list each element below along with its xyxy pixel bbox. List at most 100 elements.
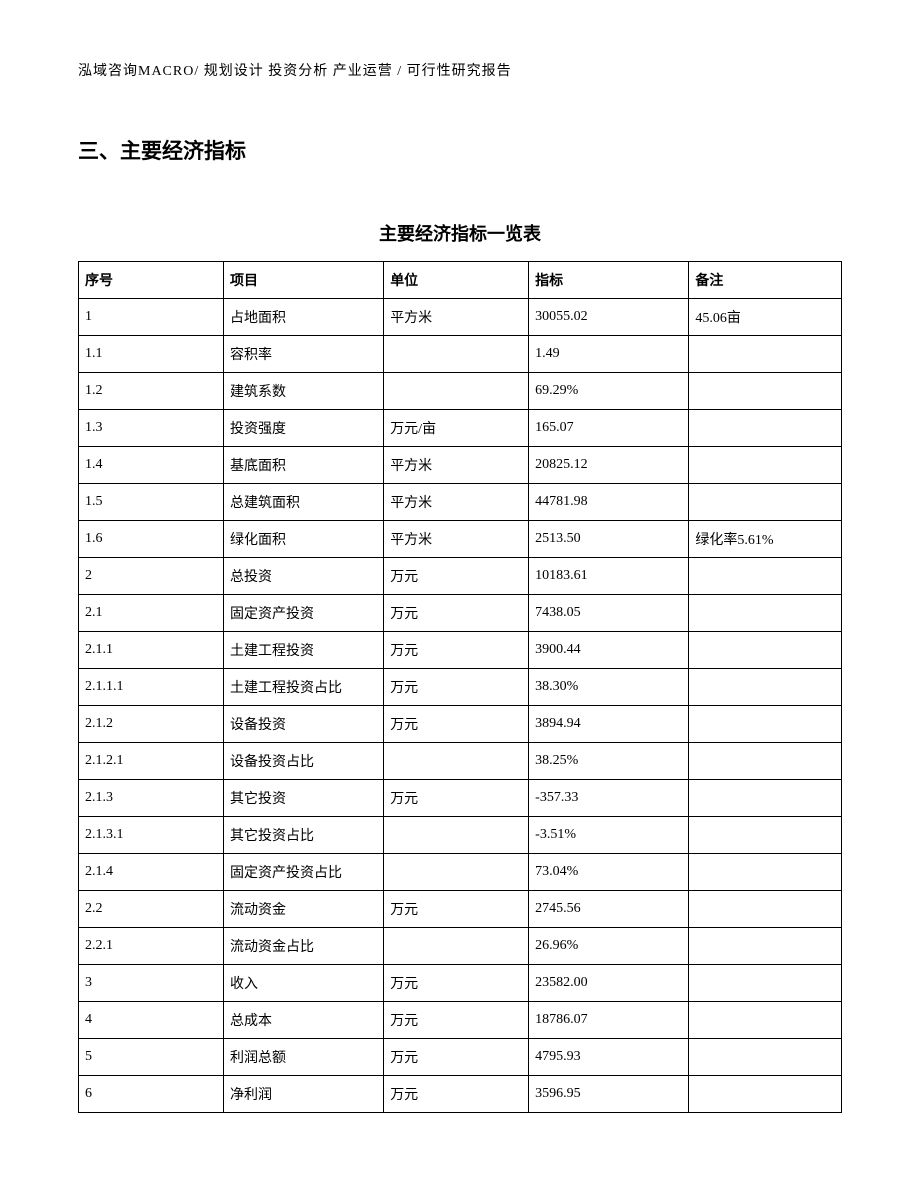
table-body: 1占地面积平方米30055.0245.06亩1.1容积率1.491.2建筑系数6… <box>79 299 842 1113</box>
table-cell <box>689 817 842 854</box>
table-row: 6净利润万元3596.95 <box>79 1076 842 1113</box>
table-row: 2.1.2.1设备投资占比38.25% <box>79 743 842 780</box>
table-cell: 2.1.1 <box>79 632 224 669</box>
economic-indicators-table: 序号 项目 单位 指标 备注 1占地面积平方米30055.0245.06亩1.1… <box>78 261 842 1113</box>
table-cell: 5 <box>79 1039 224 1076</box>
table-cell <box>384 817 529 854</box>
table-row: 1.3投资强度万元/亩165.07 <box>79 410 842 447</box>
table-cell: 净利润 <box>223 1076 383 1113</box>
table-cell: 6 <box>79 1076 224 1113</box>
table-row: 2.1.1.1土建工程投资占比万元38.30% <box>79 669 842 706</box>
table-cell: 38.30% <box>529 669 689 706</box>
table-cell: 38.25% <box>529 743 689 780</box>
table-row: 2.1.3其它投资万元-357.33 <box>79 780 842 817</box>
table-cell <box>689 743 842 780</box>
table-cell: 2.1 <box>79 595 224 632</box>
table-cell <box>384 336 529 373</box>
table-row: 1占地面积平方米30055.0245.06亩 <box>79 299 842 336</box>
table-cell <box>689 410 842 447</box>
table-cell: 万元 <box>384 558 529 595</box>
column-header: 单位 <box>384 262 529 299</box>
table-cell: 万元 <box>384 595 529 632</box>
table-cell: 18786.07 <box>529 1002 689 1039</box>
table-cell: 流动资金 <box>223 891 383 928</box>
table-cell: 万元 <box>384 965 529 1002</box>
table-cell: 平方米 <box>384 299 529 336</box>
table-cell: 2.2 <box>79 891 224 928</box>
column-header: 序号 <box>79 262 224 299</box>
table-cell <box>689 632 842 669</box>
table-cell: 2745.56 <box>529 891 689 928</box>
table-cell <box>689 484 842 521</box>
table-cell: 平方米 <box>384 484 529 521</box>
table-cell: 总投资 <box>223 558 383 595</box>
table-cell: 绿化面积 <box>223 521 383 558</box>
table-cell: 万元/亩 <box>384 410 529 447</box>
table-cell <box>689 706 842 743</box>
table-cell <box>384 373 529 410</box>
table-cell: 44781.98 <box>529 484 689 521</box>
table-cell: 1.6 <box>79 521 224 558</box>
table-cell <box>689 928 842 965</box>
table-cell: 土建工程投资占比 <box>223 669 383 706</box>
table-cell <box>689 780 842 817</box>
table-header-row: 序号 项目 单位 指标 备注 <box>79 262 842 299</box>
table-cell: 容积率 <box>223 336 383 373</box>
table-cell: 万元 <box>384 891 529 928</box>
table-row: 3收入万元23582.00 <box>79 965 842 1002</box>
table-cell: -3.51% <box>529 817 689 854</box>
table-cell: 其它投资 <box>223 780 383 817</box>
table-cell: 总成本 <box>223 1002 383 1039</box>
table-cell: 1.3 <box>79 410 224 447</box>
table-cell: 2.1.2 <box>79 706 224 743</box>
table-cell: 万元 <box>384 780 529 817</box>
table-row: 2.2.1流动资金占比26.96% <box>79 928 842 965</box>
table-cell: 万元 <box>384 1076 529 1113</box>
table-cell: 2.1.2.1 <box>79 743 224 780</box>
table-cell: 万元 <box>384 1002 529 1039</box>
column-header: 指标 <box>529 262 689 299</box>
table-cell <box>689 1039 842 1076</box>
table-row: 2总投资万元10183.61 <box>79 558 842 595</box>
section-title: 三、主要经济指标 <box>78 135 842 165</box>
table-cell: -357.33 <box>529 780 689 817</box>
table-cell: 土建工程投资 <box>223 632 383 669</box>
table-cell: 1.1 <box>79 336 224 373</box>
table-cell <box>689 891 842 928</box>
table-cell <box>689 669 842 706</box>
table-row: 1.4基底面积平方米20825.12 <box>79 447 842 484</box>
table-row: 2.1.2设备投资万元3894.94 <box>79 706 842 743</box>
table-cell: 固定资产投资占比 <box>223 854 383 891</box>
table-cell: 23582.00 <box>529 965 689 1002</box>
table-cell: 万元 <box>384 669 529 706</box>
table-cell: 占地面积 <box>223 299 383 336</box>
table-cell: 利润总额 <box>223 1039 383 1076</box>
table-cell: 165.07 <box>529 410 689 447</box>
table-cell <box>384 743 529 780</box>
table-row: 2.1固定资产投资万元7438.05 <box>79 595 842 632</box>
column-header: 项目 <box>223 262 383 299</box>
table-cell: 1 <box>79 299 224 336</box>
table-cell: 7438.05 <box>529 595 689 632</box>
table-title: 主要经济指标一览表 <box>78 220 842 246</box>
table-cell: 10183.61 <box>529 558 689 595</box>
table-cell: 固定资产投资 <box>223 595 383 632</box>
table-cell <box>689 1002 842 1039</box>
table-cell: 69.29% <box>529 373 689 410</box>
table-row: 2.1.1土建工程投资万元3900.44 <box>79 632 842 669</box>
table-row: 2.1.3.1其它投资占比-3.51% <box>79 817 842 854</box>
table-cell: 30055.02 <box>529 299 689 336</box>
table-cell: 万元 <box>384 632 529 669</box>
table-cell: 万元 <box>384 1039 529 1076</box>
table-cell: 万元 <box>384 706 529 743</box>
table-cell: 1.4 <box>79 447 224 484</box>
table-cell: 3900.44 <box>529 632 689 669</box>
table-cell <box>689 854 842 891</box>
table-cell: 基底面积 <box>223 447 383 484</box>
table-cell: 4795.93 <box>529 1039 689 1076</box>
table-cell <box>689 595 842 632</box>
table-cell: 平方米 <box>384 447 529 484</box>
table-cell <box>689 558 842 595</box>
document-header: 泓域咨询MACRO/ 规划设计 投资分析 产业运营 / 可行性研究报告 <box>78 60 842 80</box>
table-cell <box>384 854 529 891</box>
